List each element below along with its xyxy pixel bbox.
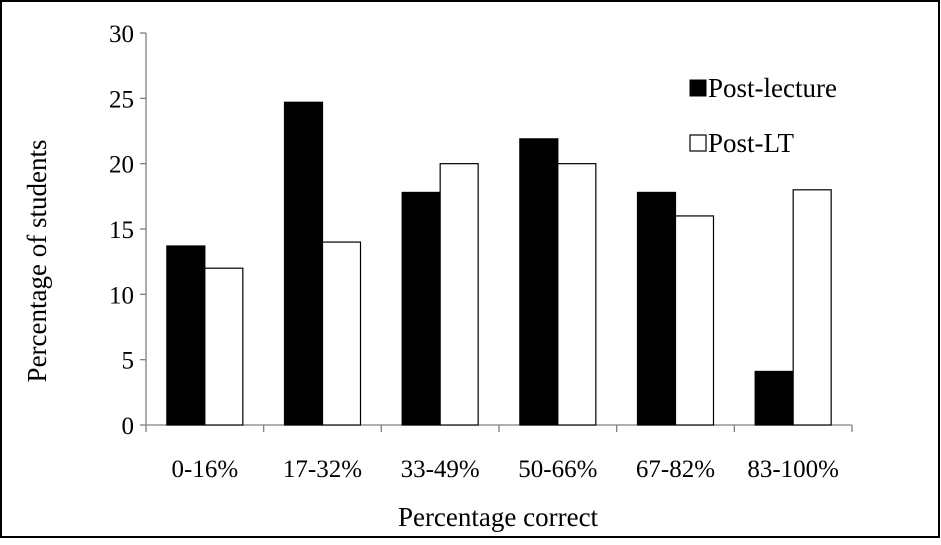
y-tick-label: 0	[122, 413, 135, 440]
x-tick-label: 83-100%	[747, 456, 839, 483]
bar-post-lt-1	[321, 241, 362, 426]
legend: Post-lecture Post-LT	[689, 73, 837, 158]
y-tick-label: 15	[109, 217, 134, 244]
x-axis-title: Percentage correct	[398, 502, 599, 532]
x-axis: 0-16% 17-32% 33-49% 50-66% 67-82% 83-100%	[145, 424, 853, 483]
bar-post-lecture-0	[166, 245, 206, 426]
y-tick-label: 25	[109, 86, 134, 113]
x-tick-label: 33-49%	[401, 456, 480, 483]
bar-post-lt-2	[439, 163, 479, 426]
x-tick-label: 17-32%	[283, 456, 362, 483]
y-axis-title: Percentage of students	[22, 140, 52, 383]
y-tick-label: 20	[109, 152, 134, 179]
bar-post-lecture-2	[401, 191, 441, 426]
y-tick-label: 5	[122, 348, 135, 375]
legend-swatch-post-lecture	[689, 79, 707, 97]
bar-post-lecture-4	[636, 191, 677, 426]
x-tick-label: 67-82%	[636, 456, 715, 483]
y-tick-label: 30	[109, 21, 134, 48]
x-tick-label: 0-16%	[172, 456, 239, 483]
bar-post-lt-3	[557, 163, 597, 426]
y-tick-label: 10	[109, 282, 134, 309]
bar-post-lecture-1	[283, 101, 324, 426]
legend-label-post-lecture: Post-lecture	[708, 73, 837, 103]
bars	[166, 101, 832, 426]
legend-label-post-lt: Post-LT	[708, 128, 795, 158]
bar-post-lt-4	[674, 215, 715, 426]
bar-post-lecture-3	[519, 138, 559, 426]
legend-swatch-post-lt	[689, 134, 707, 152]
bar-post-lecture-5	[754, 370, 794, 426]
bar-post-lt-5	[792, 189, 832, 426]
y-axis: 0 5 10 15 20 25 30	[109, 21, 147, 440]
bar-post-lt-0	[204, 267, 244, 426]
x-tick-label: 50-66%	[518, 456, 597, 483]
